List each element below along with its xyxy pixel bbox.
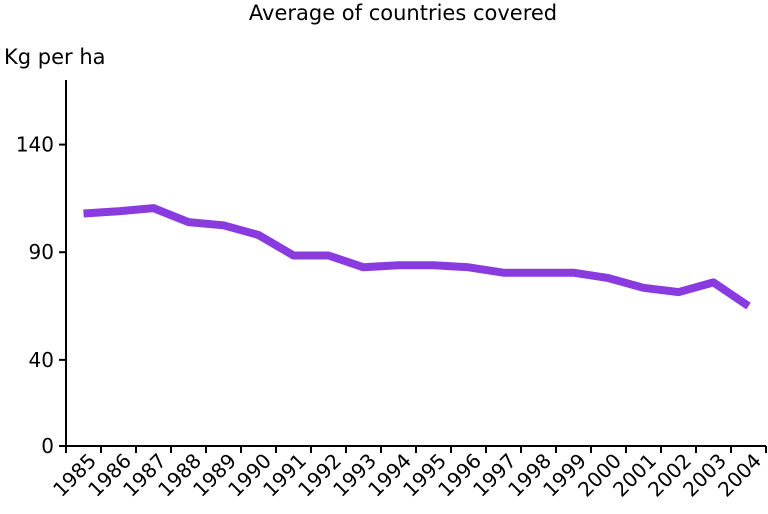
y-ticks: 0 40 90 140: [16, 133, 66, 458]
y-tick-label: 40: [29, 348, 54, 372]
y-tick-label: 0: [41, 434, 54, 458]
series-line: [83, 204, 751, 310]
chart-title: Average of countries covered: [249, 1, 557, 25]
y-tick-label: 90: [29, 240, 54, 264]
y-axis-label: Kg per ha: [4, 45, 106, 69]
y-tick-label: 140: [16, 133, 54, 157]
series-group: [83, 204, 751, 310]
x-ticks: 1985198619871988198919901991199219931994…: [48, 446, 767, 502]
